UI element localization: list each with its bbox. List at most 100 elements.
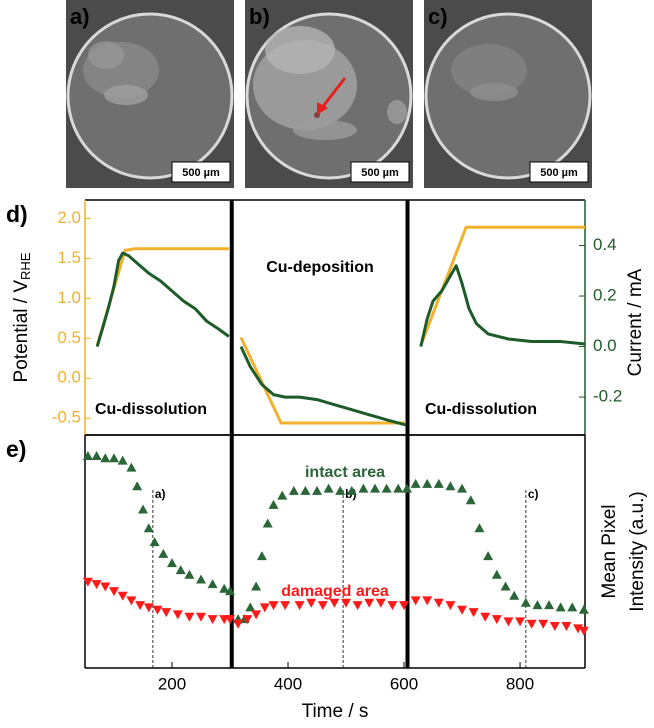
data-point bbox=[135, 601, 146, 611]
data-point bbox=[280, 601, 291, 611]
data-point bbox=[549, 622, 560, 632]
y2-tick-label: 0.2 bbox=[593, 286, 617, 305]
data-point bbox=[207, 615, 218, 625]
data-point bbox=[312, 485, 323, 495]
data-point bbox=[465, 495, 476, 505]
data-point bbox=[225, 615, 236, 625]
data-point bbox=[175, 565, 186, 575]
y-axis-title: Mean Pixel bbox=[599, 505, 620, 599]
y-axis-title: Intensity (a.u.) bbox=[627, 491, 648, 611]
y2-tick-label: 0.0 bbox=[593, 336, 617, 355]
data-point bbox=[567, 602, 578, 612]
data-point bbox=[364, 598, 375, 608]
data-point bbox=[457, 483, 468, 493]
y-axis-title-main: Potential / V bbox=[11, 280, 32, 383]
data-point bbox=[158, 548, 169, 558]
image-label: b) bbox=[249, 4, 270, 29]
data-point bbox=[578, 604, 589, 614]
x-axis-title: Time / s bbox=[302, 701, 369, 722]
data-point bbox=[152, 605, 163, 615]
scale-bar-label: 500 µm bbox=[182, 167, 220, 179]
series-label: intact area bbox=[305, 464, 385, 481]
data-point bbox=[433, 598, 444, 608]
data-point bbox=[381, 483, 392, 493]
scale-bar bbox=[171, 161, 231, 183]
y-tick-label: 0.5 bbox=[57, 328, 81, 347]
data-point bbox=[457, 605, 468, 615]
data-point bbox=[410, 478, 421, 488]
data-point bbox=[82, 450, 93, 460]
data-point bbox=[100, 582, 111, 592]
annotation: Cu-dissolution bbox=[425, 401, 537, 418]
data-point bbox=[196, 574, 207, 584]
data-point bbox=[401, 483, 412, 493]
data-point bbox=[375, 598, 386, 608]
data-point bbox=[117, 455, 128, 465]
data-point bbox=[172, 610, 183, 620]
data-point bbox=[480, 612, 491, 622]
marker-label: c) bbox=[528, 487, 539, 501]
scale-bar-label: 500 µm bbox=[540, 167, 578, 179]
data-point bbox=[117, 591, 128, 601]
y-tick-label: -0.5 bbox=[52, 408, 81, 427]
annotation: Cu-deposition bbox=[266, 259, 374, 276]
data-point bbox=[370, 483, 381, 493]
annotation: Cu-dissolution bbox=[95, 401, 207, 418]
data-point bbox=[132, 481, 143, 491]
data-point bbox=[242, 615, 253, 625]
data-point bbox=[352, 601, 363, 611]
scale-bar-label: 500 µm bbox=[361, 167, 399, 179]
data-point bbox=[207, 579, 218, 589]
data-point bbox=[109, 587, 120, 597]
data-point bbox=[256, 551, 267, 561]
data-point bbox=[219, 583, 230, 593]
data-point bbox=[91, 450, 102, 460]
data-point bbox=[126, 596, 137, 606]
data-point bbox=[422, 596, 433, 606]
marker-label: a) bbox=[155, 487, 166, 501]
data-point bbox=[300, 485, 311, 495]
data-point bbox=[544, 600, 555, 610]
data-point bbox=[491, 615, 502, 625]
data-point bbox=[91, 580, 102, 590]
y-tick-label: 1.5 bbox=[57, 248, 81, 267]
x-tick-label: 600 bbox=[390, 674, 418, 693]
y-tick-label: 2.0 bbox=[57, 208, 81, 227]
data-point bbox=[126, 462, 137, 472]
data-point bbox=[262, 518, 273, 528]
sem-image: a) 500 µm bbox=[66, 0, 234, 188]
data-point bbox=[268, 601, 279, 611]
series-line bbox=[95, 225, 585, 425]
data-point bbox=[138, 504, 149, 514]
y-tick-label: 1.0 bbox=[57, 288, 81, 307]
y2-axis-title: Current / mA bbox=[625, 268, 646, 376]
data-point bbox=[573, 624, 584, 634]
data-point bbox=[526, 619, 537, 629]
y-axis-title: Potential / VRHE bbox=[11, 252, 33, 382]
data-point bbox=[387, 601, 398, 611]
data-point bbox=[399, 601, 410, 611]
data-point bbox=[109, 453, 120, 463]
data-point bbox=[341, 598, 352, 608]
y-tick-label: 0.0 bbox=[57, 368, 81, 387]
data-point bbox=[555, 602, 566, 612]
data-point bbox=[149, 537, 160, 547]
data-point bbox=[503, 617, 514, 627]
data-point bbox=[251, 581, 262, 591]
data-point bbox=[268, 499, 279, 509]
data-point bbox=[335, 485, 346, 495]
data-point bbox=[491, 569, 502, 579]
data-point bbox=[245, 602, 256, 612]
data-point bbox=[225, 586, 236, 596]
data-point bbox=[520, 597, 531, 607]
data-point bbox=[251, 610, 262, 620]
x-tick-label: 800 bbox=[506, 674, 534, 693]
data-point bbox=[161, 608, 172, 618]
data-point bbox=[422, 478, 433, 488]
data-point bbox=[393, 483, 404, 493]
y2-tick-label: -0.2 bbox=[593, 387, 622, 406]
scale-bar bbox=[350, 161, 410, 183]
data-point bbox=[277, 490, 288, 500]
